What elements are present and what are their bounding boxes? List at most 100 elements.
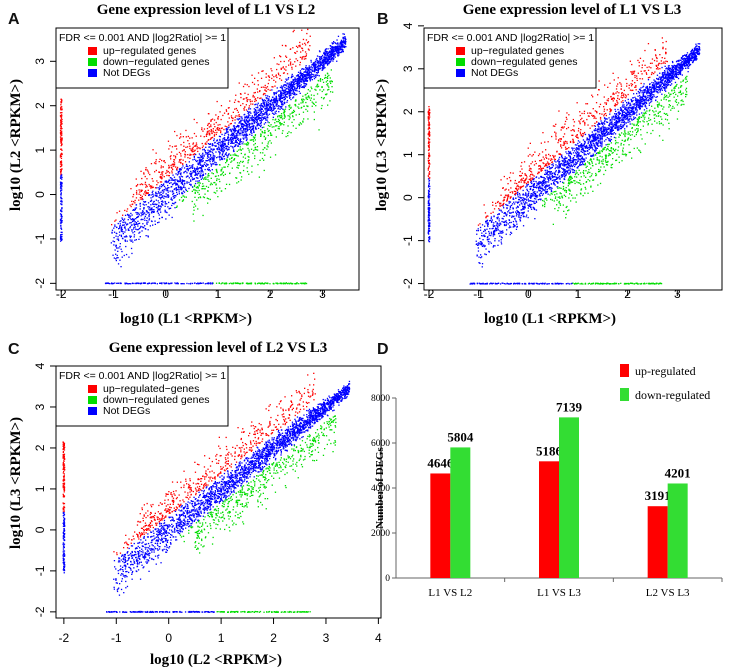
scatter-point	[339, 42, 341, 44]
scatter-point	[502, 230, 504, 232]
scatter-point	[289, 104, 291, 106]
scatter-point	[180, 283, 182, 285]
scatter-point	[303, 55, 305, 58]
scatter-point	[243, 128, 245, 130]
scatter-point	[342, 49, 344, 51]
scatter-point	[202, 171, 204, 173]
scatter-point	[171, 172, 173, 174]
scatter-point	[211, 164, 213, 166]
scatter-point	[296, 282, 298, 284]
scatter-point	[543, 183, 545, 185]
scatter-point	[292, 89, 295, 91]
scatter-point	[133, 223, 135, 226]
scatter-point	[237, 138, 239, 140]
scatter-point	[285, 45, 287, 47]
scatter-point	[477, 230, 479, 232]
scatter-point	[306, 79, 308, 81]
scatter-point	[687, 71, 689, 73]
scatter-point	[639, 97, 641, 99]
scatter-point	[228, 146, 230, 149]
scatter-point	[275, 282, 277, 284]
scatter-point	[148, 194, 150, 196]
scatter-point	[224, 138, 226, 141]
scatter-point	[210, 163, 212, 165]
scatter-point	[321, 64, 323, 66]
scatter-point	[664, 83, 666, 85]
scatter-point	[622, 124, 624, 126]
scatter-point	[276, 87, 278, 89]
scatter-point	[147, 192, 149, 194]
scatter-point	[276, 101, 279, 103]
scatter-point	[248, 107, 250, 109]
scatter-point	[206, 160, 209, 162]
scatter-point	[307, 96, 309, 98]
scatter-point	[662, 73, 664, 76]
scatter-point	[257, 84, 259, 86]
scatter-point	[268, 98, 270, 100]
scatter-point	[229, 137, 232, 139]
scatter-point	[225, 183, 228, 185]
scatter-point	[239, 121, 241, 123]
scatter-point	[220, 144, 222, 146]
scatter-point	[179, 169, 181, 171]
scatter-point	[317, 71, 319, 73]
scatter-point	[285, 84, 287, 86]
scatter-point	[321, 64, 323, 67]
scatter-point	[61, 118, 63, 121]
scatter-point	[290, 64, 292, 66]
scatter-point	[61, 138, 63, 140]
scatter-point	[173, 162, 176, 164]
scatter-point	[132, 241, 134, 243]
scatter-point	[231, 146, 234, 148]
scatter-point	[187, 165, 189, 168]
scatter-point	[279, 90, 281, 92]
scatter-point	[176, 183, 178, 185]
scatter-point	[160, 174, 162, 176]
scatter-point	[201, 146, 204, 149]
scatter-point	[305, 77, 307, 79]
scatter-point	[288, 106, 290, 108]
scatter-point	[324, 50, 326, 52]
scatter-point	[257, 72, 260, 74]
scatter-point	[282, 282, 285, 284]
scatter-point	[323, 59, 325, 62]
scatter-point	[227, 112, 230, 115]
scatter-point	[163, 183, 165, 185]
scatter-point	[148, 211, 150, 214]
scatter-point	[60, 142, 62, 144]
scatter-point	[311, 87, 313, 90]
scatter-point	[256, 104, 259, 106]
scatter-point	[222, 146, 225, 148]
scatter-point	[534, 195, 536, 197]
scatter-point	[238, 128, 240, 131]
scatter-point	[211, 159, 214, 161]
y-tick-label: 1	[33, 146, 47, 153]
scatter-point	[121, 237, 124, 239]
scatter-point	[208, 146, 210, 148]
scatter-point	[209, 170, 211, 172]
scatter-point	[139, 236, 141, 238]
scatter-point	[691, 55, 693, 57]
scatter-point	[133, 226, 135, 229]
scatter-point	[545, 192, 547, 194]
scatter-point	[266, 128, 269, 130]
scatter-point	[243, 143, 245, 145]
scatter-point	[116, 257, 118, 259]
scatter-point	[221, 153, 224, 155]
scatter-point	[307, 72, 309, 74]
scatter-point	[60, 170, 62, 172]
scatter-point	[261, 142, 263, 144]
scatter-point	[603, 133, 605, 135]
scatter-point	[180, 169, 182, 171]
scatter-point	[287, 135, 289, 137]
scatter-point	[206, 133, 208, 135]
scatter-point	[238, 162, 241, 164]
scatter-point	[174, 145, 176, 147]
scatter-point	[124, 214, 127, 216]
scatter-point	[255, 114, 257, 116]
scatter-point	[283, 72, 285, 74]
scatter-point	[261, 108, 263, 110]
scatter-point	[196, 148, 198, 150]
scatter-point	[273, 79, 275, 81]
scatter-point	[61, 164, 63, 166]
